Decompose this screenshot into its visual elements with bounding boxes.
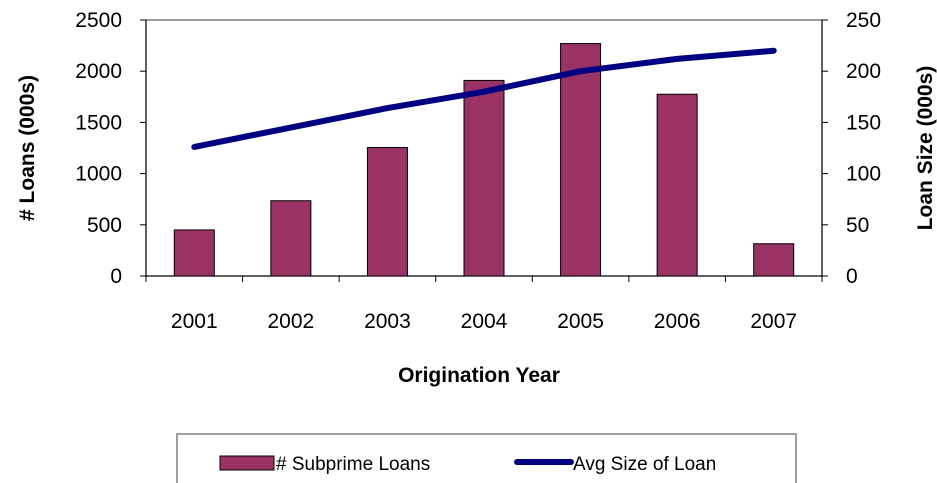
bar-series — [173, 43, 795, 277]
x-tick-label: 2005 — [557, 310, 604, 333]
line-point-2006 — [676, 58, 678, 60]
bar-2006 — [656, 93, 698, 277]
y-tick-label: 0 — [110, 265, 122, 288]
y2-tick-label: 0 — [846, 265, 858, 288]
y2-tick-label: 250 — [846, 9, 881, 32]
y2-tick-label: 50 — [846, 214, 869, 237]
legend-box — [176, 433, 797, 483]
x-tick-label: 2004 — [461, 310, 508, 333]
y-axis-title: # Loans (000s) — [16, 75, 39, 221]
x-axis-title: Origination Year — [398, 364, 560, 387]
legend: # Subprime Loans Avg Size of Loan — [176, 433, 797, 483]
bar-2002 — [270, 200, 312, 277]
legend-label-subprime-loans: # Subprime Loans — [276, 454, 430, 475]
line-point-2007 — [773, 50, 775, 52]
bar-2007 — [753, 243, 795, 277]
bar-2005 — [560, 43, 602, 277]
bar-2003 — [366, 146, 408, 277]
y-tick-label: 1500 — [75, 111, 122, 134]
y2-axis-title: Loan Size (000s) — [914, 66, 937, 231]
legend-swatch-subprime-loans — [219, 455, 275, 471]
legend-label-avg-size: Avg Size of Loan — [573, 454, 716, 475]
x-tick-label: 2007 — [750, 310, 797, 333]
x-tick-label: 2006 — [654, 310, 701, 333]
x-tick-label: 2002 — [267, 310, 314, 333]
y-tick-labels: 0 500 1000 1500 2000 2500 — [75, 9, 122, 288]
y2-tick-labels: 0 50 100 150 200 250 — [846, 9, 881, 288]
line-point-2004 — [483, 91, 485, 93]
axes — [140, 19, 828, 282]
line-series — [191, 47, 777, 150]
x-tick-label: 2001 — [171, 310, 218, 333]
y-tick-label: 2500 — [75, 9, 122, 32]
y2-tick-label: 200 — [846, 60, 881, 83]
line-point-2005 — [580, 70, 582, 72]
x-tick-labels: 2001 2002 2003 2004 2005 2006 2007 — [171, 310, 797, 333]
line-point-2001 — [193, 146, 195, 148]
y2-tick-label: 150 — [846, 111, 881, 134]
y2-tick-label: 100 — [846, 163, 881, 186]
y-tick-label: 1000 — [75, 163, 122, 186]
y-tick-label: 2000 — [75, 60, 122, 83]
x-tick-label: 2003 — [364, 310, 411, 333]
line-point-2003 — [386, 107, 388, 109]
line-point-2002 — [290, 127, 292, 129]
y-tick-label: 500 — [87, 214, 122, 237]
bar-2004 — [463, 79, 505, 277]
bar-2001 — [173, 229, 215, 277]
